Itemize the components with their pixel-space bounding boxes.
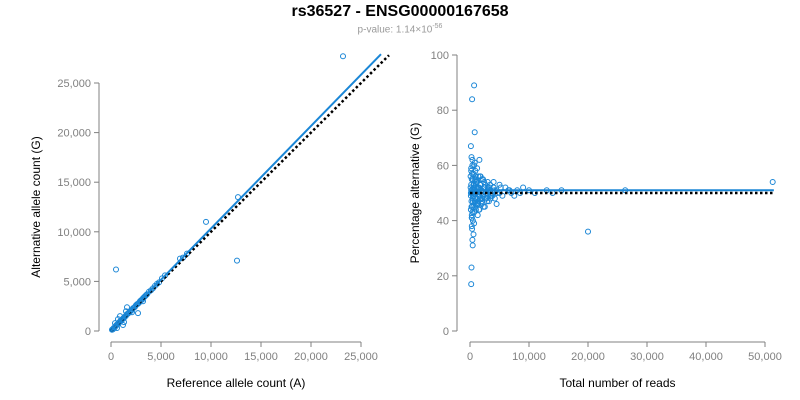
pvalue-prefix: p-value: 1.14×10 [357, 24, 433, 36]
data-point [469, 236, 476, 243]
y-tick-label: 100 [431, 50, 449, 62]
data-point [135, 310, 141, 317]
x-tick-label: 10,000 [512, 351, 546, 363]
y-tick-label: 20,000 [57, 128, 91, 140]
y-axis-label: Percentage alternative (G) [408, 123, 422, 264]
allele-count-scatter-panel: 0 5,000 10,000 15,000 20,000 25,000 0 5,000 10,0… [29, 53, 390, 390]
data-point [474, 201, 481, 207]
data-point [472, 176, 479, 183]
data-point [469, 225, 476, 232]
x-axis-label: Total number of reads [559, 376, 675, 390]
data-point [468, 281, 475, 288]
data-point [469, 96, 476, 103]
data-point [476, 156, 483, 163]
x-tick-label: 0 [108, 351, 114, 363]
data-point [484, 198, 491, 205]
percentage-alternative-scatter-panel: 0 10,000 20,000 30,000 40,000 50,000 0 20 40 60 80… [408, 50, 782, 390]
data-point [468, 214, 475, 221]
y-tick-label: 60 [437, 160, 449, 172]
data-point [490, 179, 497, 185]
data-point [475, 206, 482, 213]
data-point [481, 179, 488, 185]
x-tick-label: 15,000 [244, 351, 278, 363]
data-point [484, 179, 491, 185]
regression-fit-line [110, 53, 382, 332]
y-tick-label: 0 [443, 326, 449, 338]
x-tick-label: 5,000 [147, 351, 175, 363]
data-point [468, 154, 475, 161]
y-tick-label: 5,000 [63, 276, 91, 288]
data-point [511, 192, 518, 199]
x-axis-label: Reference allele count (A) [167, 376, 306, 390]
data-point [467, 143, 474, 150]
data-point [468, 264, 475, 271]
x-tick-label: 20,000 [294, 351, 328, 363]
y-tick-label: 40 [437, 216, 449, 228]
reference-line [110, 54, 390, 332]
chart-subtitle-pvalue: p-value: 1.14×10-56 [0, 23, 800, 35]
x-tick-label: 10,000 [194, 351, 228, 363]
x-tick-label: 40,000 [689, 351, 723, 363]
y-tick-label: 0 [85, 326, 91, 338]
x-tick-label: 50,000 [748, 351, 782, 363]
pvalue-exponent: -56 [432, 23, 443, 30]
data-point [471, 129, 478, 136]
data-point [234, 257, 240, 264]
data-point [585, 228, 591, 235]
data-point [769, 179, 776, 185]
y-tick-label: 15,000 [57, 177, 91, 189]
data-point [123, 308, 129, 315]
data-point [470, 231, 477, 238]
data-point [469, 242, 476, 249]
data-point [479, 195, 486, 202]
x-tick-label: 20,000 [571, 351, 605, 363]
y-tick-label: 20 [437, 271, 449, 283]
data-point [474, 212, 481, 219]
data-point [115, 316, 121, 323]
data-point [469, 217, 476, 224]
data-point [477, 173, 483, 180]
data-point [468, 203, 475, 210]
chart-title: rs36527 - ENSG00000167658 [291, 3, 509, 20]
data-point [124, 304, 130, 311]
data-point [493, 201, 500, 207]
x-tick-label: 30,000 [630, 351, 664, 363]
y-axis-label: Alternative allele count (G) [29, 136, 43, 277]
data-point [113, 266, 119, 273]
data-point [471, 82, 478, 89]
data-point [471, 220, 478, 227]
data-point [478, 201, 485, 207]
x-tick-label: 25,000 [344, 351, 378, 363]
data-point [340, 53, 346, 60]
y-tick-label: 80 [437, 105, 449, 117]
x-tick-label: 0 [467, 351, 473, 363]
data-point [472, 206, 479, 213]
y-tick-label: 25,000 [57, 78, 91, 90]
data-point [120, 322, 126, 328]
data-point [203, 218, 209, 225]
data-point [474, 165, 481, 172]
data-point [496, 181, 503, 188]
y-tick-label: 10,000 [57, 227, 91, 239]
data-point [471, 159, 478, 166]
data-point [484, 192, 491, 199]
